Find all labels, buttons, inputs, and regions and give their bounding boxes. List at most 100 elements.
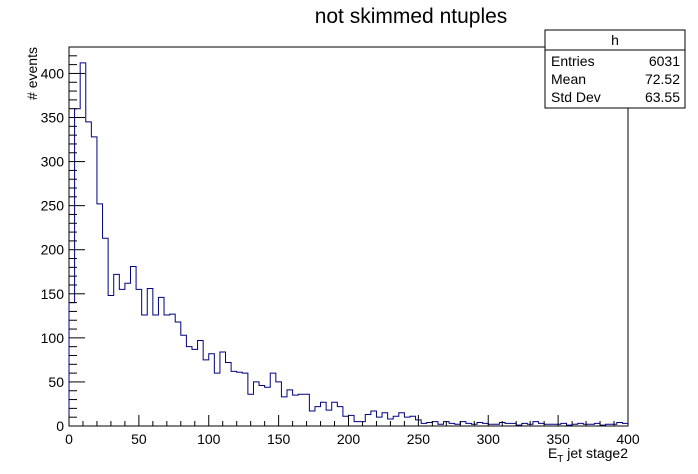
y-axis-title: # events — [24, 47, 40, 100]
histogram-bin — [259, 385, 265, 426]
histogram-bin — [427, 422, 433, 426]
stats-mean-value: 72.52 — [645, 71, 680, 87]
plot-area-border — [68, 46, 629, 427]
y-tick-label: 50 — [48, 374, 64, 390]
histogram-bin — [298, 394, 304, 426]
histogram-bin — [237, 372, 243, 426]
histogram-bin — [147, 289, 153, 426]
histogram-bin — [203, 360, 209, 426]
histogram-bin — [97, 204, 103, 426]
histogram-bin — [253, 382, 259, 426]
histogram-bin — [158, 297, 164, 426]
histogram-bin — [617, 422, 623, 426]
histogram-bin — [309, 411, 315, 426]
histogram-bin — [175, 322, 181, 426]
histogram-bin — [130, 266, 136, 426]
histogram-bin — [281, 397, 287, 426]
x-tick-label: 100 — [197, 431, 221, 447]
histogram-bin — [349, 415, 355, 426]
y-tick-label: 100 — [41, 330, 65, 346]
y-tick-label: 200 — [41, 242, 65, 258]
histogram-bin — [399, 413, 405, 426]
histogram-bin — [365, 415, 371, 426]
stats-stddev-value: 63.55 — [645, 89, 680, 105]
x-tick-label: 50 — [131, 431, 147, 447]
histogram-bin — [354, 422, 360, 426]
histogram-bin — [198, 341, 204, 426]
histogram-bin — [337, 407, 343, 426]
x-axis-ticks — [68, 415, 629, 426]
histogram-bin — [460, 422, 466, 426]
histogram-bin — [287, 390, 293, 426]
y-axis-ticks — [69, 46, 85, 427]
x-tick-label: 400 — [616, 431, 640, 447]
y-axis-tick-labels: 0 50 100 150 200 250 300 350 400 — [41, 65, 65, 434]
histogram-bin — [315, 407, 321, 426]
x-tick-label: 250 — [407, 431, 431, 447]
histogram-bin — [192, 349, 198, 426]
histogram-bin — [404, 417, 410, 426]
y-tick-label: 350 — [41, 110, 65, 126]
stats-entries-value: 6031 — [649, 53, 680, 69]
histogram-bin — [376, 417, 382, 426]
histogram-bin — [226, 363, 232, 426]
x-tick-label: 200 — [337, 431, 361, 447]
y-tick-label: 400 — [41, 65, 65, 81]
histogram-bin — [164, 315, 170, 426]
histogram-bin — [533, 422, 539, 426]
stats-entries-label: Entries — [551, 53, 595, 69]
histogram-bin — [270, 373, 276, 426]
histogram-bars — [69, 63, 628, 426]
x-tick-label: 0 — [65, 431, 73, 447]
y-tick-label: 300 — [41, 154, 65, 170]
histogram-bin — [114, 274, 120, 426]
x-tick-label: 350 — [546, 431, 570, 447]
x-tick-label: 150 — [267, 431, 291, 447]
histogram-outline — [68, 62, 629, 426]
histogram-bin — [382, 413, 388, 426]
x-tick-label: 300 — [477, 431, 501, 447]
stats-stddev-label: Std Dev — [551, 89, 601, 105]
histogram-bin — [86, 122, 92, 426]
histogram-bin — [142, 315, 148, 426]
x-axis-title: ET jet stage2 — [548, 445, 628, 465]
x-axis-title-main: E — [548, 445, 557, 461]
histogram-bin — [477, 422, 483, 426]
histogram-bin — [119, 289, 125, 426]
chart-title: not skimmed ntuples — [315, 5, 508, 28]
histogram-bin — [125, 283, 131, 426]
stats-box-name: h — [611, 32, 619, 48]
histogram-bin — [293, 395, 299, 426]
histogram-bin — [371, 411, 377, 426]
histogram-bin — [181, 335, 187, 426]
histogram-bin — [214, 373, 220, 426]
plot-frame — [68, 46, 629, 427]
y-tick-label: 150 — [41, 286, 65, 302]
histogram-bin — [326, 410, 332, 426]
histogram-bin — [321, 402, 327, 426]
histogram-bin — [186, 347, 192, 426]
histogram-bin — [231, 371, 237, 426]
histogram-bin — [410, 416, 416, 426]
histogram-bin — [91, 137, 97, 426]
y-tick-label: 0 — [56, 418, 64, 434]
x-axis-title-subscript: T — [557, 454, 563, 465]
histogram-bin — [220, 352, 226, 426]
x-axis-title-rest: jet stage2 — [563, 445, 628, 461]
histogram-bin — [209, 354, 215, 426]
stats-box-frame — [544, 29, 686, 109]
x-axis-tick-labels: 0 50 100 150 200 250 300 350 400 — [65, 431, 640, 447]
histogram-bin — [103, 238, 109, 426]
histogram-bin — [265, 387, 271, 426]
histogram-bin — [136, 289, 142, 426]
histogram-bin — [432, 422, 438, 426]
histogram-bin — [170, 314, 176, 426]
histogram-bin — [153, 315, 159, 426]
histogram-bin — [108, 296, 114, 426]
stats-mean-label: Mean — [551, 71, 586, 87]
stats-box: h Entries 6031 Mean 72.52 Std Dev 63.55 — [544, 29, 686, 109]
histogram-bin — [343, 416, 349, 426]
y-tick-label: 250 — [41, 198, 65, 214]
histogram-bin — [242, 373, 248, 426]
